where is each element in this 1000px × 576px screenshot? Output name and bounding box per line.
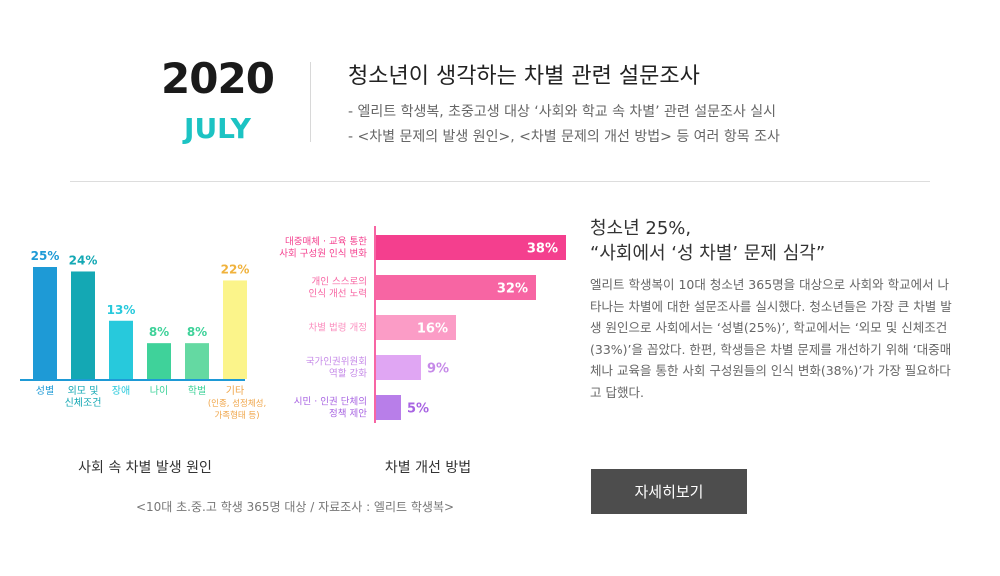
data-label: 22%	[221, 262, 250, 276]
headline-line: “사회에서 ‘성 차별’ 문제 심각”	[590, 243, 826, 264]
tick-label: 국가인권위원회	[306, 356, 367, 368]
data-label: 32%	[497, 282, 528, 297]
data-label: 24%	[69, 253, 98, 267]
bar	[376, 355, 421, 380]
tick-label: 인식 개선 노력	[309, 288, 367, 300]
article-headline: 청소년 25%, “사회에서 ‘성 차별’ 문제 심각”	[590, 216, 825, 266]
tick-label: 성별	[36, 385, 54, 397]
bar	[147, 343, 171, 379]
tick-note: 가족형태 등)	[214, 411, 259, 421]
tick-label: 나이	[150, 385, 168, 397]
bar	[71, 271, 95, 379]
tick-label: 기타	[226, 385, 244, 397]
tick-label: 장애	[112, 385, 130, 397]
cause-chart-title: 사회 속 차별 발생 원인	[78, 460, 212, 476]
data-label: 16%	[417, 322, 448, 337]
tick-label: 시민 · 인권 단체의	[294, 396, 367, 408]
header-month: JULY	[184, 112, 251, 145]
page-title: 청소년이 생각하는 차별 관련 설문조사	[348, 64, 700, 89]
tick-label: 개인 스스로의	[312, 277, 367, 288]
x-axis-line	[20, 379, 245, 381]
bar	[376, 235, 566, 260]
tick-note: (인종, 성정체성,	[208, 398, 266, 409]
data-label: 9%	[427, 362, 449, 377]
bar	[376, 315, 456, 340]
tick-label: 차별 법령 개정	[309, 322, 367, 334]
article-body: 엘리트 학생복이 10대 청소년 365명을 대상으로 사회와 학교에서 나타나…	[590, 277, 952, 400]
tick-label: 사회 구성원 인식 변화	[279, 249, 367, 260]
data-label: 8%	[187, 325, 207, 339]
headline-line: 청소년 25%,	[590, 218, 692, 239]
bar	[109, 320, 133, 379]
y-axis-line	[374, 226, 376, 423]
bar	[33, 267, 57, 379]
tick-label: 외모 및	[68, 385, 99, 397]
header-divider	[310, 62, 311, 142]
data-label: 25%	[31, 249, 60, 263]
bar	[223, 280, 247, 379]
header-bullet: - 엘리트 학생복, 초중고생 대상 ‘사회와 학교 속 차별’ 관련 설문조사…	[348, 104, 776, 120]
source-note: <10대 초.중.고 학생 365명 대상 / 자료조사 : 엘리트 학생복>	[135, 500, 455, 514]
section-divider	[70, 181, 930, 182]
tick-label: 역할 강화	[329, 369, 367, 380]
data-label: 38%	[527, 242, 558, 257]
header-bullets: - 엘리트 학생복, 초중고생 대상 ‘사회와 학교 속 차별’ 관련 설문조사…	[348, 100, 780, 150]
more-button[interactable]: 자세히보기	[591, 469, 747, 514]
tick-label: 학벌	[188, 385, 206, 397]
bar	[185, 343, 209, 379]
bar	[376, 275, 536, 300]
data-label: 8%	[149, 325, 169, 339]
bar	[376, 395, 401, 420]
tick-label: 정책 제안	[329, 409, 367, 420]
tick-label: 대중매체 · 교육 통한	[285, 237, 367, 248]
header-year: 2020	[161, 54, 275, 103]
improvement-chart-title: 차별 개선 방법	[384, 460, 472, 476]
tick-label: 신체조건	[65, 397, 102, 409]
data-label: 13%	[107, 303, 136, 317]
header-bullet: - <차별 문제의 발생 원인>, <차별 문제의 개선 방법> 등 여러 항목…	[348, 129, 780, 145]
data-label: 5%	[407, 402, 429, 417]
